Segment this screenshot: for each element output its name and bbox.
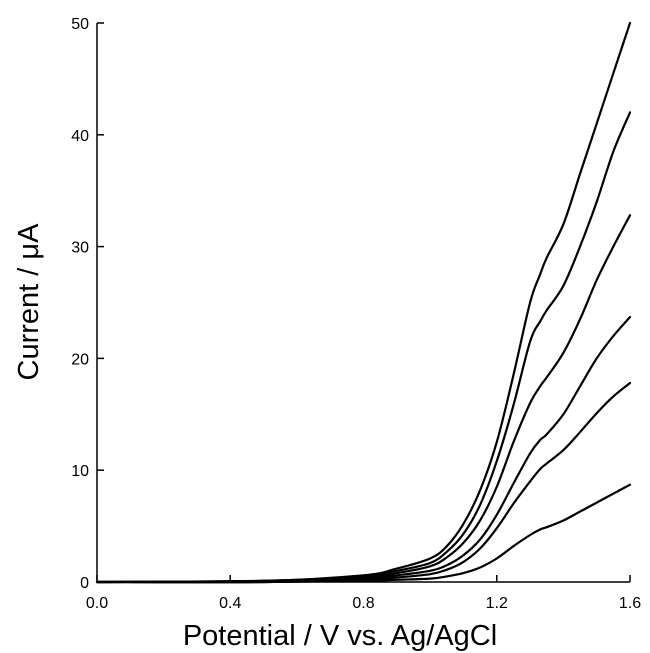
series-line-2 <box>95 381 632 584</box>
x-axis-title: Potential / V vs. Ag/AgCl <box>183 620 497 652</box>
y-axis-title: Current / μA <box>13 223 45 381</box>
series-line-3 <box>95 315 632 584</box>
x-tick-label: 0.0 <box>86 595 108 612</box>
y-tick-label: 20 <box>71 351 89 368</box>
series-line-4 <box>95 214 632 584</box>
series-line-6 <box>95 21 632 584</box>
labels: Potential / V vs. Ag/AgCl Current / μA <box>13 223 497 652</box>
series-line-5 <box>95 111 632 584</box>
y-tick-label: 40 <box>71 128 89 145</box>
y-tick-label: 0 <box>80 575 89 592</box>
x-tick-label: 1.2 <box>486 595 508 612</box>
y-tick-label: 30 <box>71 240 89 257</box>
y-tick-label: 10 <box>71 463 89 480</box>
y-tick-label: 50 <box>71 16 89 33</box>
x-tick-label: 1.6 <box>619 595 641 612</box>
x-tick-label: 0.8 <box>352 595 374 612</box>
series-line-1 <box>95 483 632 584</box>
x-tick-label: 0.4 <box>219 595 241 612</box>
series-layer <box>95 21 632 584</box>
